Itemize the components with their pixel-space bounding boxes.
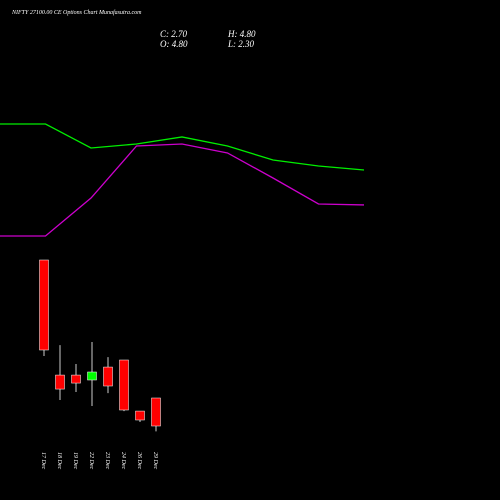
x-tick-label: 24 Dec <box>120 452 127 469</box>
candle-body <box>71 374 81 384</box>
high-label: H: 4.80 <box>227 29 256 39</box>
x-tick-label: 17 Dec <box>40 452 46 469</box>
chart-title: NIFTY 27100.00 CE Options Chart Munafasu… <box>11 9 142 16</box>
candle-body <box>119 359 129 411</box>
x-tick-label: 18 Dec <box>56 452 62 469</box>
x-tick-label: 19 Dec <box>72 452 78 469</box>
ma-line <box>0 143 365 237</box>
candle-body <box>87 371 97 381</box>
candle-body <box>103 366 113 387</box>
candle-body <box>135 410 145 421</box>
open-label: O: 4.80 <box>160 39 188 49</box>
low-label: L: 2.30 <box>227 39 255 49</box>
candle-body <box>151 397 161 427</box>
candle-body <box>39 259 49 351</box>
candle-body <box>55 374 65 390</box>
close-label: C: 2.70 <box>160 29 188 39</box>
ma-line <box>0 123 365 171</box>
x-tick-label: 29 Dec <box>152 452 158 469</box>
x-tick-label: 22 Dec <box>88 452 94 469</box>
x-tick-label: 23 Dec <box>104 452 110 469</box>
x-tick-label: 26 Dec <box>136 452 142 469</box>
